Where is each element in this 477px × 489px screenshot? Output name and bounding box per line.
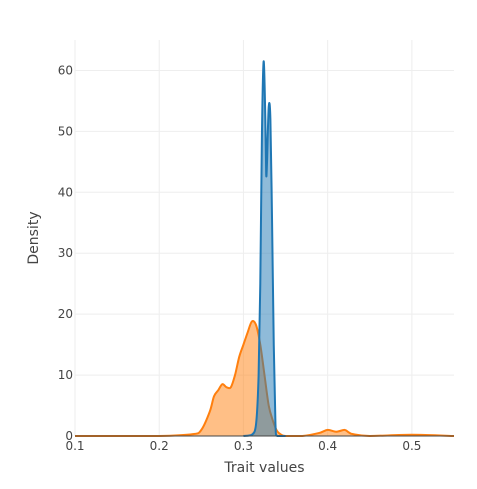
x-axis-title: Trait values — [223, 460, 304, 476]
y-axis-title: Density — [26, 211, 42, 264]
axis-layer: 0.1 0.2 0.3 0.4 0.5 0 10 20 30 40 50 60 — [58, 63, 454, 453]
x-tick-label: 0.3 — [234, 439, 253, 453]
y-tick-label: 40 — [58, 185, 73, 199]
x-tick-label: 0.1 — [65, 439, 84, 453]
y-tick-label: 30 — [58, 246, 73, 260]
y-tick-label: 10 — [58, 368, 73, 382]
x-tick-label: 0.5 — [402, 439, 421, 453]
series-layer — [75, 60, 455, 438]
x-tick-label: 0.2 — [150, 439, 169, 453]
y-tick-label: 50 — [58, 124, 73, 138]
series-1-area — [243, 61, 286, 437]
x-tick-label: 0.4 — [318, 439, 337, 453]
y-tick-label: 0 — [65, 429, 73, 443]
y-tick-label: 60 — [58, 63, 73, 77]
y-tick-label: 20 — [58, 307, 73, 321]
series-1-line — [243, 60, 286, 437]
